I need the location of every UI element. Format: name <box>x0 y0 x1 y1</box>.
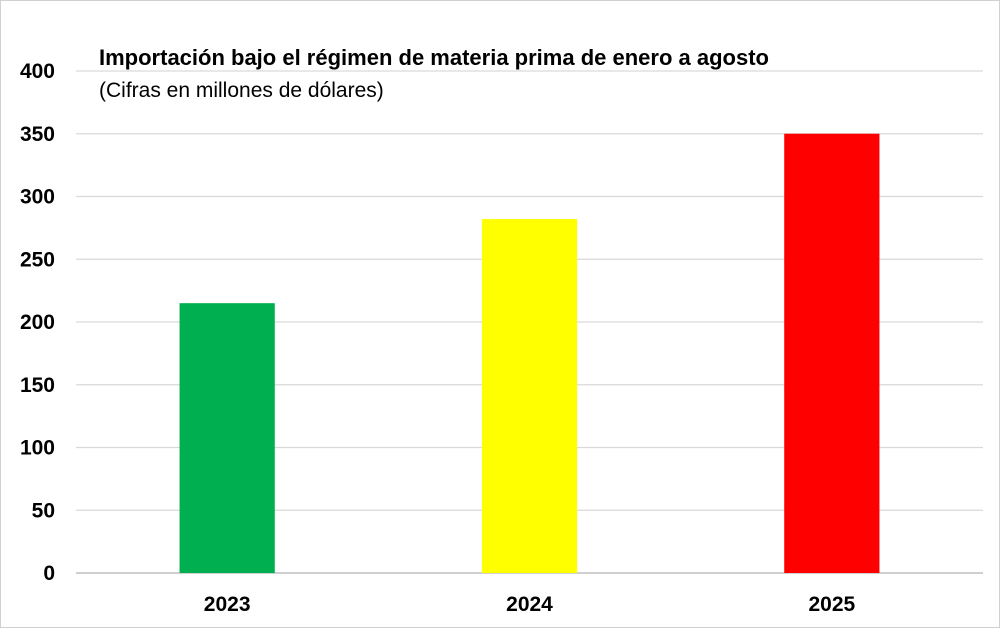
y-tick-label: 50 <box>32 499 55 522</box>
y-tick-label: 400 <box>20 60 55 83</box>
x-axis-category-labels: 2023 2024 2025 <box>204 593 856 616</box>
x-category-label: 2025 <box>808 593 855 616</box>
y-tick-label: 0 <box>43 562 55 585</box>
y-tick-label: 100 <box>20 437 55 460</box>
chart-subtitle: (Cifras en millones de dólares) <box>99 79 384 102</box>
bar-2024 <box>482 219 577 573</box>
y-tick-label: 150 <box>20 374 55 397</box>
y-tick-label: 200 <box>20 311 55 334</box>
y-tick-label: 350 <box>20 123 55 146</box>
y-tick-label: 300 <box>20 186 55 209</box>
bar-2023 <box>180 303 275 573</box>
chart-title: Importación bajo el régimen de materia p… <box>99 45 769 70</box>
x-category-label: 2023 <box>204 593 251 616</box>
bars <box>180 134 880 573</box>
x-category-label: 2024 <box>506 593 553 616</box>
bar-2025 <box>784 134 879 573</box>
y-axis-tick-labels: 0 50 100 150 200 250 300 350 400 <box>20 60 55 585</box>
y-tick-label: 250 <box>20 248 55 271</box>
